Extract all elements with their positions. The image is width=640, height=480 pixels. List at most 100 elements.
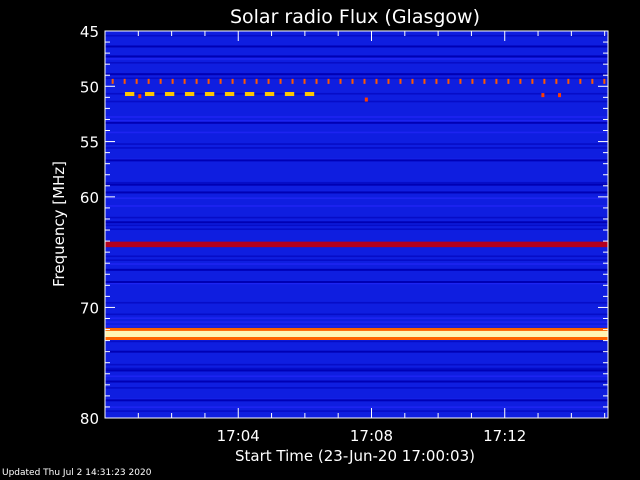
- pulse-mark: [135, 78, 138, 84]
- dark-line: [105, 121, 608, 124]
- y-tick-label: 55: [80, 134, 99, 152]
- pulse-mark: [543, 78, 546, 84]
- spectrogram-band: [105, 321, 608, 323]
- y-axis-label: Frequency [MHz]: [50, 161, 68, 287]
- bright-line: [105, 241, 608, 248]
- pulse-mark: [159, 78, 162, 84]
- spectrogram-band: [105, 282, 608, 285]
- y-tick-label: 80: [80, 410, 99, 428]
- dark-line: [105, 221, 608, 224]
- dash-mark: [164, 92, 175, 97]
- spectrogram-band: [105, 367, 608, 370]
- dash-mark: [244, 92, 255, 97]
- pulse-mark: [351, 78, 354, 84]
- dash-mark: [144, 92, 155, 97]
- pulse-mark: [411, 78, 414, 84]
- y-tick-label: 60: [80, 189, 99, 207]
- spectrogram-band: [105, 216, 608, 219]
- pulse-mark: [483, 78, 486, 84]
- pulse-mark: [231, 78, 234, 84]
- pulse-mark: [387, 78, 390, 84]
- x-tick-label: 17:08: [350, 427, 393, 445]
- pulse-mark: [195, 78, 198, 84]
- pulse-mark: [255, 78, 258, 84]
- dash-mark: [204, 92, 215, 97]
- dark-line: [105, 183, 608, 186]
- spectrogram-band: [105, 120, 608, 122]
- pulse-mark: [375, 78, 378, 84]
- spectrogram-band: [105, 58, 608, 60]
- pulse-mark: [303, 78, 306, 84]
- dark-line: [105, 380, 608, 383]
- spectrogram-band: [105, 263, 608, 265]
- y-axis: 45 50 55 60 70 80: [80, 23, 608, 428]
- plot-frame: [104, 30, 609, 419]
- spectrogram-band: [105, 313, 608, 316]
- spectrogram-band: [105, 301, 608, 304]
- pulse-mark: [423, 78, 426, 84]
- pulse-mark: [123, 78, 126, 84]
- pulse-mark: [459, 78, 462, 84]
- spectrogram-band: [105, 340, 608, 343]
- dash-mark: [264, 92, 275, 97]
- pulse-mark: [363, 78, 366, 84]
- spectrogram-band: [105, 34, 608, 37]
- pulse-mark: [519, 78, 522, 84]
- dash-mark: [304, 92, 315, 97]
- spectrogram-band: [105, 387, 608, 389]
- pulse-mark: [567, 78, 570, 84]
- dark-line: [105, 268, 608, 271]
- dark-line: [105, 399, 608, 402]
- pulse-mark: [555, 78, 558, 84]
- dark-line: [105, 55, 608, 58]
- pulse-mark: [171, 78, 174, 84]
- pulse-mark: [507, 78, 510, 84]
- pulse-mark: [579, 78, 582, 84]
- pulse-mark: [603, 78, 606, 84]
- dark-line: [105, 45, 608, 48]
- dark-line: [105, 280, 608, 283]
- y-tick-label: 45: [80, 23, 99, 41]
- x-tick-label: 17:04: [217, 427, 260, 445]
- pulse-mark: [315, 78, 318, 84]
- pulse-mark: [279, 78, 282, 84]
- pulse-mark: [339, 78, 342, 84]
- dash-mark: [124, 92, 135, 97]
- spectrogram-band: [105, 77, 608, 80]
- pulse-mark: [399, 78, 402, 84]
- spectrogram-band: [105, 61, 608, 64]
- pulse-mark: [207, 78, 210, 84]
- pulse-mark: [243, 78, 246, 84]
- pulse-mark: [591, 78, 594, 84]
- dash-mark: [284, 92, 295, 97]
- pulse-mark: [291, 78, 294, 84]
- bright-line: [105, 330, 608, 338]
- speckle-mark: [558, 93, 562, 98]
- spectrogram-band: [105, 181, 608, 184]
- x-tick-label: 17:12: [483, 427, 526, 445]
- x-axis-label: Start Time (23-Jun-20 17:00:03): [235, 447, 475, 465]
- spectrogram-band: [105, 131, 608, 134]
- pulse-mark: [327, 78, 330, 84]
- spectrogram-band: [105, 363, 608, 366]
- pulse-mark: [267, 78, 270, 84]
- speckle-mark: [138, 94, 142, 99]
- pulse-mark: [447, 78, 450, 84]
- pulse-mark: [183, 78, 186, 84]
- dark-line: [105, 191, 608, 194]
- spectrogram-band: [105, 410, 608, 412]
- spectrogram-band: [105, 197, 608, 200]
- pulse-mark: [435, 78, 438, 84]
- y-tick-label: 50: [80, 78, 99, 96]
- spectrogram-band: [105, 92, 608, 95]
- dark-line: [105, 73, 608, 76]
- pulse-mark: [111, 78, 114, 84]
- spectrogram-band: [105, 147, 608, 149]
- pulse-mark: [495, 78, 498, 84]
- dark-line: [105, 350, 608, 353]
- pulse-mark: [531, 78, 534, 84]
- speckle-mark: [541, 93, 545, 98]
- spectrogram-band: [105, 116, 608, 118]
- chart-title: Solar radio Flux (Glasgow): [230, 6, 480, 28]
- spectrogram-band: [105, 224, 608, 227]
